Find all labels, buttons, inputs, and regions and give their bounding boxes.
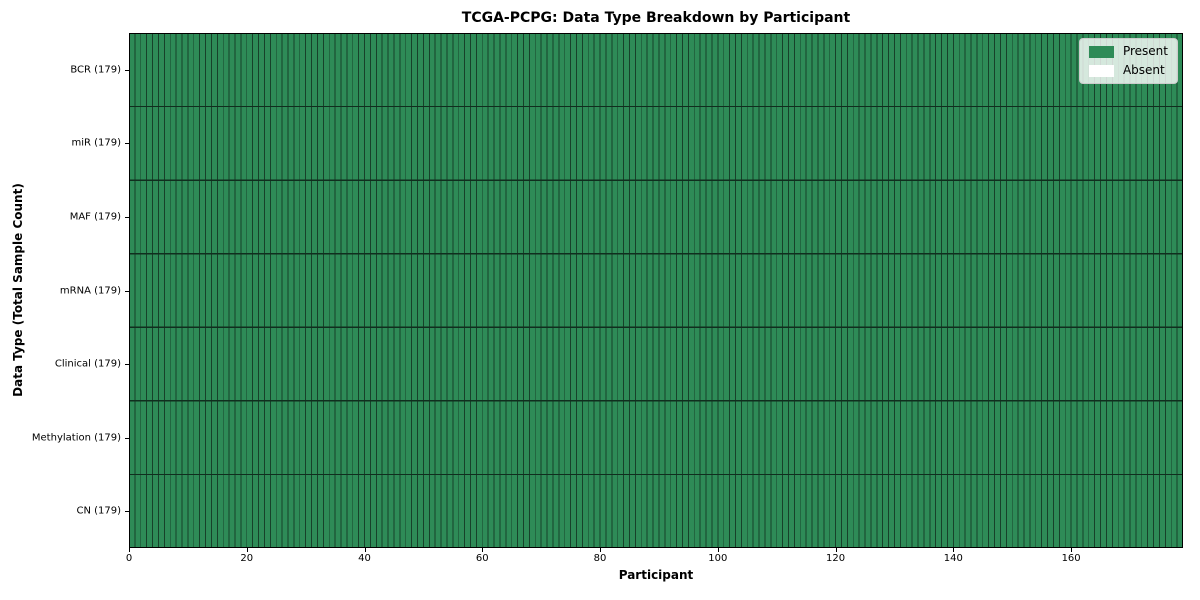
y-tick-mark: [125, 438, 129, 439]
y-tick-mark: [125, 143, 129, 144]
x-tick-mark: [1071, 548, 1072, 552]
x-tick-mark: [600, 548, 601, 552]
y-tick-label: CN (179): [76, 505, 121, 517]
x-tick-label: 160: [1061, 553, 1081, 564]
x-tick-label: 100: [708, 553, 728, 564]
y-tick-label: mRNA (179): [59, 285, 121, 296]
x-tick-mark: [953, 548, 954, 552]
plot-area: Present Absent: [129, 33, 1183, 548]
x-tick-label: 0: [125, 553, 133, 564]
x-tick-label: 80: [593, 553, 607, 564]
x-tick-mark: [482, 548, 483, 552]
y-tick-mark: [125, 511, 129, 512]
legend-label-present: Present: [1122, 44, 1168, 58]
y-tick-label: MAF (179): [69, 211, 121, 223]
legend-item-absent: Absent: [1088, 63, 1168, 77]
x-tick-label: 60: [475, 553, 489, 564]
x-tick-mark: [836, 548, 837, 552]
x-tick-mark: [718, 548, 719, 552]
heatmap-cells: [129, 33, 1183, 548]
x-tick-mark: [247, 548, 248, 552]
y-tick-label: Methylation (179): [31, 432, 121, 444]
y-tick-mark: [125, 217, 129, 218]
x-tick-label: 20: [240, 553, 254, 564]
y-tick-mark: [125, 70, 129, 71]
legend-swatch-present-icon: [1088, 45, 1114, 58]
x-tick-label: 40: [358, 553, 371, 564]
x-tick-mark: [129, 548, 130, 552]
chart-title: TCGA-PCPG: Data Type Breakdown by Partic…: [461, 10, 851, 26]
legend-label-absent: Absent: [1122, 63, 1165, 77]
x-tick-label: 140: [943, 553, 963, 564]
plot-border: [129, 33, 1183, 548]
legend: Present Absent: [1078, 38, 1178, 84]
legend-item-present: Present: [1088, 44, 1168, 58]
y-tick-label: Clinical (179): [54, 358, 121, 370]
legend-swatch-absent-icon: [1088, 64, 1114, 77]
y-tick-label: miR (179): [71, 137, 121, 149]
x-tick-label: 120: [826, 553, 846, 564]
heatmap-svg: [129, 33, 1183, 548]
x-axis-label: Participant: [618, 568, 694, 582]
y-tick-mark: [125, 291, 129, 292]
cell-grid-lines: [129, 33, 1183, 548]
x-tick-mark: [365, 548, 366, 552]
y-tick-label: BCR (179): [70, 64, 121, 76]
y-tick-mark: [125, 364, 129, 365]
